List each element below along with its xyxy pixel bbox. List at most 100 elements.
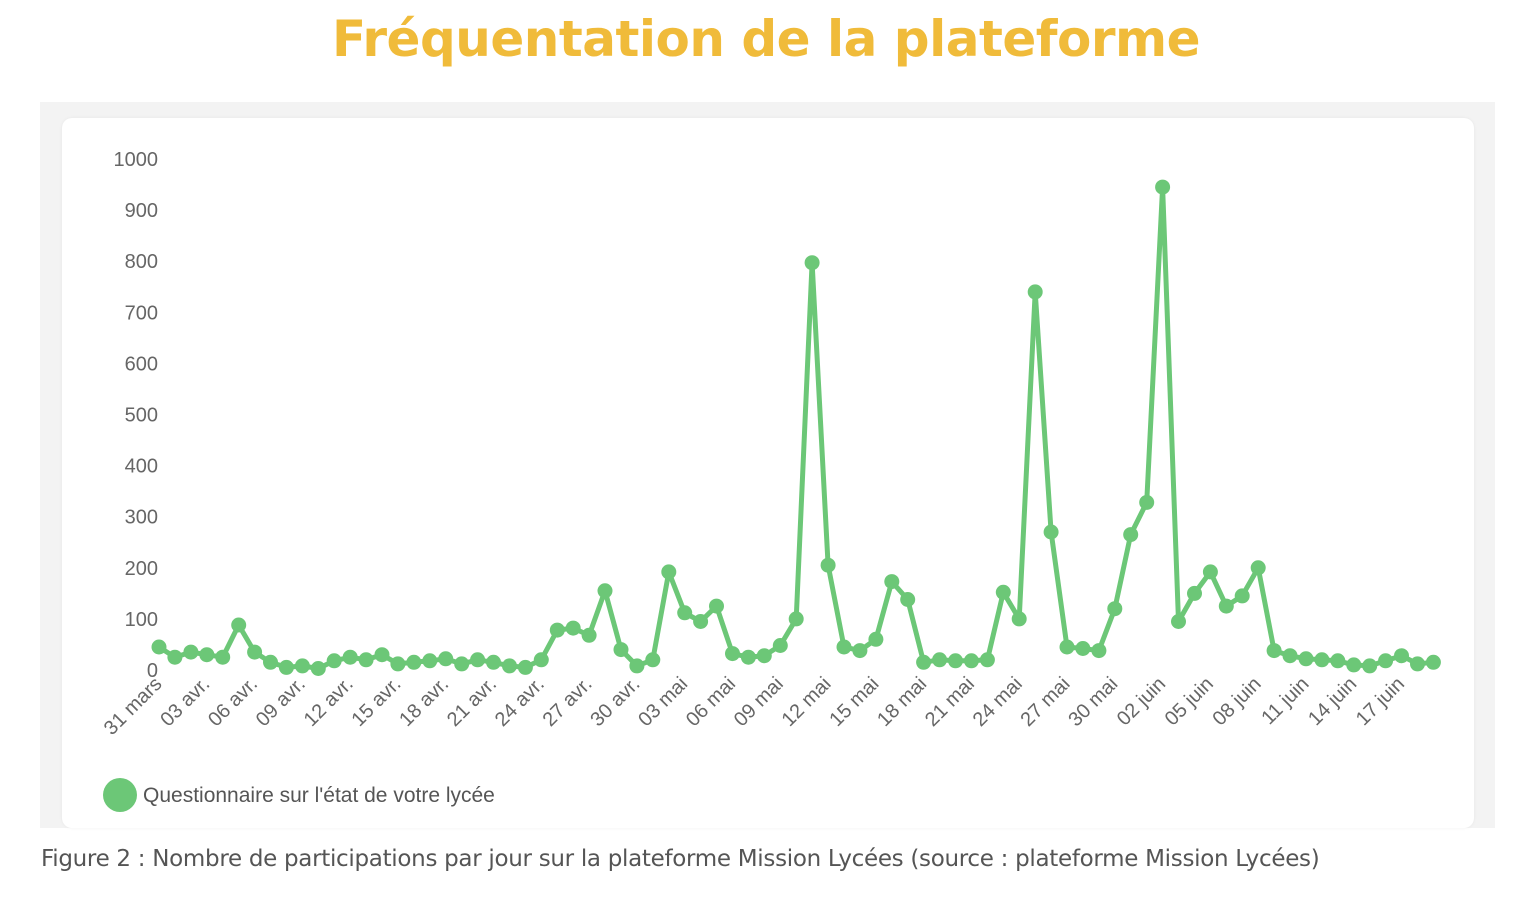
data-point[interactable]	[1059, 639, 1075, 655]
data-point[interactable]	[215, 649, 231, 665]
data-point[interactable]	[486, 654, 501, 670]
data-point[interactable]	[979, 652, 995, 668]
data-point[interactable]	[342, 649, 358, 665]
data-point[interactable]	[263, 654, 278, 670]
x-tick-label: 27 avr.	[539, 673, 597, 731]
data-point[interactable]	[1410, 656, 1425, 672]
data-point[interactable]	[725, 646, 740, 662]
data-point[interactable]	[565, 620, 581, 636]
data-point[interactable]	[597, 583, 613, 599]
data-point[interactable]	[772, 638, 788, 653]
data-point[interactable]	[406, 654, 422, 670]
data-point[interactable]	[533, 652, 549, 668]
data-point[interactable]	[1282, 648, 1298, 664]
data-point[interactable]	[900, 592, 916, 607]
data-point[interactable]	[709, 598, 724, 614]
data-point[interactable]	[1330, 653, 1346, 669]
data-point[interactable]	[358, 652, 374, 668]
data-point[interactable]	[677, 605, 693, 621]
data-point[interactable]	[693, 614, 709, 629]
data-point[interactable]	[852, 643, 868, 659]
data-point[interactable]	[1139, 494, 1155, 510]
data-point[interactable]	[231, 617, 247, 633]
data-point[interactable]	[1107, 601, 1123, 617]
data-point[interactable]	[836, 639, 852, 655]
data-point[interactable]	[390, 656, 406, 672]
data-point[interactable]	[1394, 648, 1409, 664]
data-point[interactable]	[629, 658, 645, 674]
data-point[interactable]	[1298, 651, 1314, 667]
data-point[interactable]	[151, 639, 167, 655]
x-tick-label: 30 mai	[1064, 673, 1122, 731]
data-point[interactable]	[1234, 588, 1250, 604]
data-point[interactable]	[1027, 284, 1043, 300]
data-point[interactable]	[820, 557, 836, 573]
data-point[interactable]	[1091, 643, 1107, 659]
data-point[interactable]	[374, 647, 390, 663]
data-point[interactable]	[756, 648, 772, 664]
data-point[interactable]	[1346, 657, 1362, 673]
data-point[interactable]	[740, 649, 756, 665]
data-point[interactable]	[1362, 658, 1378, 674]
data-point[interactable]	[1043, 524, 1059, 540]
x-tick-label: 09 avr.	[252, 673, 310, 731]
data-point[interactable]	[645, 652, 661, 668]
legend-marker[interactable]	[103, 778, 137, 812]
data-point[interactable]	[470, 652, 486, 668]
x-tick-label: 31 mars	[100, 673, 167, 740]
data-point[interactable]	[1187, 585, 1202, 601]
data-point[interactable]	[932, 652, 948, 668]
data-point[interactable]	[422, 653, 438, 669]
data-point[interactable]	[661, 564, 677, 580]
data-point[interactable]	[916, 654, 932, 670]
data-point[interactable]	[294, 658, 310, 674]
data-point[interactable]	[1011, 611, 1027, 627]
data-point[interactable]	[995, 584, 1011, 600]
figure-caption: Figure 2 : Nombre de participations par …	[41, 846, 1320, 872]
data-point[interactable]	[502, 658, 517, 674]
data-point[interactable]	[788, 611, 804, 627]
data-point[interactable]	[868, 631, 884, 647]
data-point[interactable]	[613, 642, 629, 658]
data-point[interactable]	[1266, 643, 1282, 659]
data-point[interactable]	[199, 647, 215, 663]
data-point[interactable]	[1425, 654, 1441, 670]
data-point[interactable]	[247, 644, 263, 660]
x-tick-label: 11 juin	[1257, 673, 1313, 729]
x-tick-label: 14 juin	[1304, 673, 1361, 730]
y-tick-label: 200	[125, 558, 158, 580]
x-tick-label: 15 mai	[825, 673, 883, 731]
page-title: Fréquentation de la plateforme	[331, 10, 1201, 68]
data-point[interactable]	[1378, 653, 1394, 669]
data-point[interactable]	[183, 644, 199, 660]
data-point[interactable]	[963, 653, 979, 669]
data-point[interactable]	[581, 627, 597, 643]
data-point[interactable]	[1202, 564, 1218, 580]
data-point[interactable]	[1314, 652, 1330, 668]
data-point[interactable]	[1250, 560, 1266, 576]
legend-label[interactable]: Questionnaire sur l'état de votre lycée	[143, 784, 495, 807]
legend[interactable]: Questionnaire sur l'état de votre lycée	[103, 778, 495, 812]
data-point[interactable]	[948, 653, 963, 669]
data-point[interactable]	[1218, 598, 1234, 614]
data-point[interactable]	[326, 653, 342, 669]
data-point[interactable]	[438, 651, 454, 667]
x-tick-label: 06 avr.	[204, 673, 262, 731]
y-tick-label: 1000	[114, 149, 159, 171]
data-point[interactable]	[310, 661, 326, 676]
data-point[interactable]	[1123, 527, 1139, 543]
data-point[interactable]	[549, 622, 565, 638]
data-point[interactable]	[517, 659, 533, 675]
data-point[interactable]	[884, 574, 900, 590]
data-point[interactable]	[454, 656, 470, 672]
data-point[interactable]	[1155, 179, 1171, 195]
data-point[interactable]	[167, 649, 183, 665]
chart-frame	[40, 102, 1495, 828]
series-layer	[151, 179, 1441, 676]
data-point[interactable]	[1171, 614, 1186, 629]
data-point[interactable]	[1075, 641, 1091, 656]
data-point[interactable]	[804, 255, 820, 271]
data-point[interactable]	[278, 659, 294, 675]
y-tick-label: 800	[125, 251, 158, 273]
x-tick-label: 15 avr.	[347, 673, 405, 731]
